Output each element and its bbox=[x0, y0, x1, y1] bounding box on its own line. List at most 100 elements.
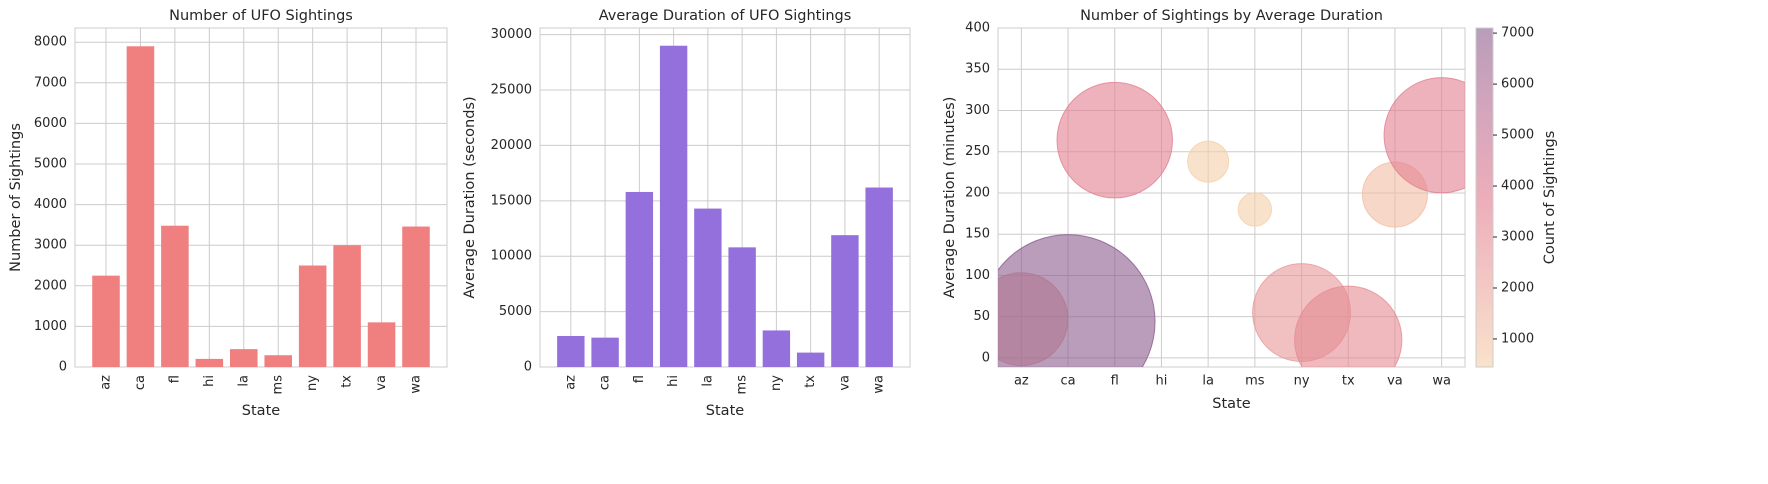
x-tick-label: ca bbox=[1060, 374, 1075, 389]
x-tick-label: fl bbox=[632, 375, 647, 383]
bubble bbox=[998, 234, 1156, 367]
bar bbox=[557, 335, 585, 367]
y-tick-label: 6000 bbox=[34, 116, 67, 131]
y-tick-label: 4000 bbox=[34, 197, 67, 212]
bar bbox=[161, 225, 189, 367]
bar bbox=[762, 330, 791, 367]
x-tick-label: hi bbox=[666, 375, 681, 387]
x-tick-label: tx bbox=[803, 375, 818, 388]
bar bbox=[831, 235, 859, 367]
x-tick-label: wa bbox=[409, 375, 424, 394]
x-tick-label: va bbox=[1387, 374, 1403, 389]
colorbar-tick-label: 2000 bbox=[1501, 280, 1534, 295]
bar bbox=[298, 265, 327, 367]
x-tick-label: la bbox=[236, 375, 251, 387]
x-tick-label: az bbox=[563, 375, 578, 390]
x-tick-label: fl bbox=[1111, 374, 1119, 389]
bubble bbox=[1294, 285, 1403, 367]
bar bbox=[92, 275, 120, 367]
x-tick-label: la bbox=[1202, 374, 1214, 389]
y-tick-label: 2000 bbox=[34, 278, 67, 293]
x-tick-label: fl bbox=[167, 375, 182, 383]
x-tick-label: tx bbox=[1342, 374, 1355, 389]
x-tick-label: ca bbox=[133, 375, 148, 390]
colorbar-tick-label: 3000 bbox=[1501, 230, 1534, 245]
x-tick-label: ms bbox=[271, 375, 286, 395]
y-tick-label: 20000 bbox=[491, 138, 532, 153]
colorbar bbox=[1475, 27, 1494, 368]
y-tick-label: 150 bbox=[965, 227, 990, 242]
y-tick-label: 8000 bbox=[34, 35, 67, 50]
x-tick-label: az bbox=[1014, 374, 1029, 389]
y-tick-label: 50 bbox=[973, 309, 990, 324]
bar bbox=[591, 337, 619, 367]
x-tick-label: ms bbox=[1245, 374, 1265, 389]
y-tick-label: 5000 bbox=[34, 157, 67, 172]
x-tick-label: la bbox=[700, 375, 715, 387]
y-axis-label: Average Duration (minutes) bbox=[942, 97, 958, 299]
x-tick-label: va bbox=[837, 375, 852, 391]
chart-title: Number of Sightings by Average Duration bbox=[1080, 8, 1383, 24]
x-axis-label: State bbox=[242, 403, 280, 419]
bar bbox=[796, 352, 825, 367]
y-tick-label: 0 bbox=[59, 360, 67, 375]
x-tick-label: hi bbox=[202, 375, 217, 387]
colorbar-tick-label: 6000 bbox=[1501, 77, 1534, 92]
bar bbox=[333, 245, 361, 367]
chart-title: Average Duration of UFO Sightings bbox=[599, 8, 852, 24]
bar bbox=[367, 322, 396, 367]
y-tick-label: 250 bbox=[965, 144, 990, 159]
y-tick-label: 100 bbox=[965, 268, 990, 283]
x-tick-label: hi bbox=[1156, 374, 1168, 389]
bar bbox=[728, 247, 756, 367]
y-tick-label: 0 bbox=[982, 350, 990, 365]
y-tick-label: 30000 bbox=[491, 27, 532, 42]
x-tick-label: ny bbox=[769, 375, 784, 391]
bar bbox=[625, 191, 654, 367]
bubble bbox=[1383, 77, 1465, 194]
y-tick-label: 10000 bbox=[491, 249, 532, 264]
x-tick-label: ny bbox=[305, 375, 320, 391]
colorbar-tick-label: 5000 bbox=[1501, 128, 1534, 143]
bubble bbox=[1237, 192, 1273, 227]
bar bbox=[230, 349, 258, 367]
colorbar-tick-label: 7000 bbox=[1501, 26, 1534, 41]
y-tick-label: 300 bbox=[965, 103, 990, 118]
colorbar-tick-label: 4000 bbox=[1501, 179, 1534, 194]
y-tick-label: 200 bbox=[965, 185, 990, 200]
y-tick-label: 1000 bbox=[34, 319, 67, 334]
y-tick-label: 0 bbox=[524, 360, 532, 375]
chart-title: Number of UFO Sightings bbox=[169, 8, 353, 24]
x-tick-label: wa bbox=[872, 375, 887, 394]
bubbles bbox=[998, 77, 1465, 367]
colorbar-label: Count of Sightings bbox=[1542, 131, 1558, 265]
y-tick-label: 5000 bbox=[499, 304, 532, 319]
y-tick-label: 400 bbox=[965, 21, 990, 36]
x-tick-label: ms bbox=[735, 375, 750, 395]
bar bbox=[659, 45, 688, 367]
x-axis-label: State bbox=[1212, 396, 1250, 412]
y-tick-label: 15000 bbox=[491, 193, 532, 208]
x-tick-label: wa bbox=[1432, 374, 1451, 389]
x-tick-label: va bbox=[374, 375, 389, 391]
y-tick-label: 350 bbox=[965, 62, 990, 77]
bar bbox=[264, 355, 292, 367]
y-axis-label: Average Duration (seconds) bbox=[462, 96, 478, 298]
y-tick-label: 25000 bbox=[491, 83, 532, 98]
x-tick-label: az bbox=[99, 375, 114, 390]
bar bbox=[694, 208, 722, 367]
y-tick-label: 3000 bbox=[34, 238, 67, 253]
x-tick-label: ny bbox=[1294, 374, 1310, 389]
x-tick-label: tx bbox=[340, 375, 355, 388]
y-axis-label: Number of Sightings bbox=[8, 123, 24, 272]
bubble bbox=[1187, 140, 1230, 183]
x-tick-label: ca bbox=[598, 375, 613, 390]
colorbar-tick-label: 1000 bbox=[1501, 331, 1534, 346]
bar bbox=[195, 358, 224, 367]
bubble bbox=[1056, 81, 1173, 199]
bar bbox=[126, 46, 155, 367]
bar bbox=[865, 187, 893, 367]
bar bbox=[402, 226, 430, 367]
x-axis-label: State bbox=[706, 403, 744, 419]
